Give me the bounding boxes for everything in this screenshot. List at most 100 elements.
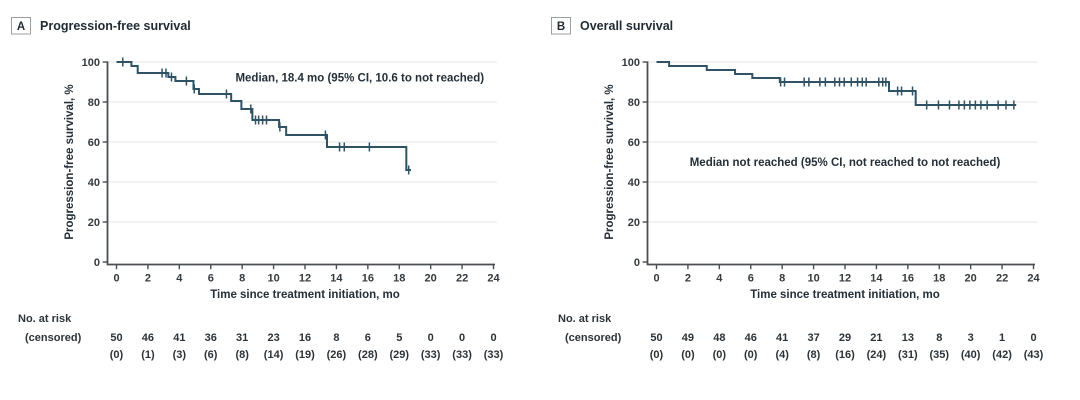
plot-gridlines bbox=[107, 61, 497, 223]
x-tick-labels: 0 2 4 6 8 10 12 14 16 18 20 22 24 bbox=[653, 273, 1040, 285]
at-risk-count: 8 bbox=[936, 332, 942, 344]
x-tick-label: 12 bbox=[839, 273, 851, 285]
at-risk-count: 0 bbox=[1030, 332, 1036, 344]
x-axis-title: Time since treatment initiation, mo bbox=[750, 289, 940, 301]
censored-count: (1) bbox=[141, 349, 155, 361]
axis-lines bbox=[106, 61, 495, 266]
x-tick-label: 6 bbox=[748, 273, 754, 285]
at-risk-count: 37 bbox=[807, 332, 819, 344]
y-axis-label: Progression-free survival, % bbox=[604, 84, 616, 239]
censored-count: (31) bbox=[898, 349, 918, 361]
panel-a-plot: A Progression-free survival Progression-… bbox=[11, 17, 504, 361]
risk-table-subheader: (censored) bbox=[565, 332, 622, 344]
at-risk-count: 6 bbox=[365, 332, 371, 344]
censored-count: (28) bbox=[358, 349, 378, 361]
at-risk-count: 29 bbox=[839, 332, 851, 344]
y-tick-label: 80 bbox=[628, 97, 640, 109]
at-risk-count: 50 bbox=[650, 332, 662, 344]
x-tick-label: 0 bbox=[113, 273, 119, 285]
censored-count: (40) bbox=[961, 349, 981, 361]
censored-count: (0) bbox=[681, 349, 695, 361]
x-tick-label: 10 bbox=[267, 273, 279, 285]
censored-count: (3) bbox=[173, 349, 187, 361]
x-tick-label: 14 bbox=[330, 273, 343, 285]
y-tick-label: 60 bbox=[628, 137, 640, 149]
censored-count: (0) bbox=[713, 349, 727, 361]
censored-count: (26) bbox=[327, 349, 347, 361]
y-tick-label: 100 bbox=[82, 57, 100, 69]
axes bbox=[102, 61, 495, 270]
x-tick-label: 2 bbox=[145, 273, 151, 285]
censor-marks bbox=[779, 77, 1015, 110]
at-risk-count: 46 bbox=[745, 332, 757, 344]
panel-title: Overall survival bbox=[580, 19, 673, 33]
x-tick-label: 12 bbox=[299, 273, 311, 285]
risk-table-header: No. at risk bbox=[558, 313, 612, 325]
censored-count: (8) bbox=[807, 349, 821, 361]
x-tick-label: 20 bbox=[965, 273, 977, 285]
censored-count: (33) bbox=[452, 349, 472, 361]
x-tick-label: 16 bbox=[902, 273, 914, 285]
y-tick-label: 60 bbox=[88, 137, 100, 149]
x-tick-label: 20 bbox=[425, 273, 437, 285]
x-tick-label: 0 bbox=[653, 273, 659, 285]
at-risk-count: 21 bbox=[870, 332, 882, 344]
y-tick-label: 20 bbox=[628, 217, 640, 229]
panel-title: Progression-free survival bbox=[40, 19, 191, 33]
at-risk-count: 31 bbox=[236, 332, 248, 344]
panel-label: A bbox=[17, 21, 25, 33]
censored-count: (33) bbox=[484, 349, 504, 361]
censor-marks bbox=[122, 57, 410, 175]
censored-count: (43) bbox=[1024, 349, 1044, 361]
panel-b-plot: B Overall survival Progression-free surv… bbox=[551, 17, 1044, 361]
censored-count: (42) bbox=[992, 349, 1012, 361]
censored-count: (6) bbox=[204, 349, 218, 361]
y-tick-label: 0 bbox=[94, 257, 100, 269]
x-tick-label: 8 bbox=[779, 273, 785, 285]
censored-count: (35) bbox=[929, 349, 949, 361]
at-risk-row: 50 49 48 46 41 37 29 21 13 8 3 1 0 bbox=[650, 332, 1036, 344]
at-risk-count: 48 bbox=[713, 332, 725, 344]
y-tick-label: 80 bbox=[88, 97, 100, 109]
x-tick-label: 24 bbox=[1027, 273, 1040, 285]
y-axis-label: Progression-free survival, % bbox=[64, 84, 76, 239]
x-tick-label: 18 bbox=[933, 273, 945, 285]
x-tick-label: 4 bbox=[716, 273, 723, 285]
at-risk-count: 8 bbox=[333, 332, 339, 344]
y-tick-label: 40 bbox=[628, 177, 640, 189]
plot-gridlines bbox=[647, 61, 1037, 223]
axes bbox=[642, 61, 1035, 270]
at-risk-count: 50 bbox=[110, 332, 122, 344]
censored-count: (0) bbox=[650, 349, 664, 361]
censored-row: (0) (1) (3) (6) (8) (14) (19) (26) (28) (29) (33) (… bbox=[110, 349, 504, 361]
censored-count: (19) bbox=[295, 349, 315, 361]
x-tick-label: 8 bbox=[239, 273, 245, 285]
x-tick-label: 22 bbox=[456, 273, 468, 285]
x-tick-labels: 0 2 4 6 8 10 12 14 16 18 20 22 24 bbox=[113, 273, 500, 285]
y-tick-labels: 0 20 40 60 80 100 bbox=[82, 57, 100, 269]
at-risk-count: 5 bbox=[396, 332, 402, 344]
median-annotation: Median, 18.4 mo (95% CI, 10.6 to not rea… bbox=[235, 72, 484, 84]
panel-label-box bbox=[551, 17, 571, 35]
panel-label: B bbox=[557, 21, 565, 33]
axis-lines bbox=[646, 61, 1035, 266]
panel-a: A Progression-free survival Progression-… bbox=[11, 17, 504, 361]
x-tick-label: 14 bbox=[870, 273, 883, 285]
panel-label-box bbox=[11, 17, 31, 35]
at-risk-count: 36 bbox=[205, 332, 217, 344]
median-annotation: Median not reached (95% CI, not reached … bbox=[690, 157, 1001, 169]
y-tick-label: 40 bbox=[88, 177, 100, 189]
x-tick-label: 18 bbox=[393, 273, 405, 285]
at-risk-count: 0 bbox=[428, 332, 434, 344]
risk-table-subheader: (censored) bbox=[25, 332, 82, 344]
panel-b: B Overall survival Progression-free surv… bbox=[540, 0, 1080, 400]
censored-count: (0) bbox=[110, 349, 124, 361]
at-risk-count: 23 bbox=[267, 332, 279, 344]
at-risk-count: 16 bbox=[299, 332, 311, 344]
censored-count: (29) bbox=[389, 349, 409, 361]
x-tick-label: 16 bbox=[362, 273, 374, 285]
km-curve bbox=[116, 61, 412, 171]
km-curve bbox=[656, 61, 1017, 106]
censored-count: (14) bbox=[264, 349, 284, 361]
